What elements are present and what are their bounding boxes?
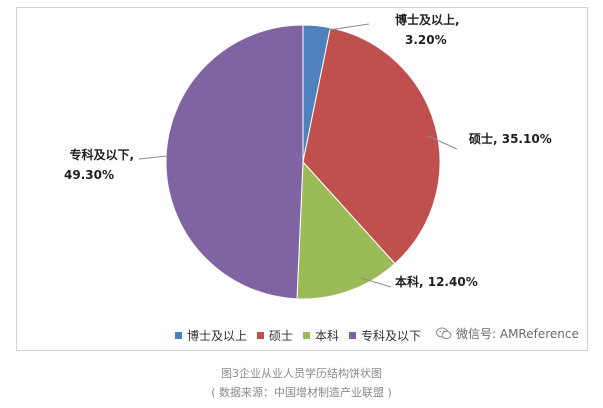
watermark-text: 微信号: AMReference — [456, 327, 579, 341]
legend: 博士及以上 硕士 本科 专科及以下 — [175, 326, 431, 344]
legend-swatch-2 — [257, 331, 265, 339]
pie-slice-4 — [165, 24, 304, 300]
watermark: 微信号: AMReference — [436, 325, 579, 342]
leader-line-1 — [328, 23, 370, 31]
legend-item-4: 专科及以下 — [349, 327, 421, 344]
pie-slice-2 — [302, 27, 441, 265]
legend-swatch-1 — [175, 331, 182, 339]
leader-line-4 — [138, 155, 168, 160]
legend-label-1: 博士及以上 — [187, 328, 248, 343]
legend-label-3: 本科 — [315, 328, 340, 343]
caption-line-1: 图3企业从业人员学历结构饼状图 — [221, 367, 382, 380]
legend-item-1: 博士及以上 — [175, 327, 247, 344]
slice-label-4-value: 49.30% — [64, 168, 114, 182]
slice-label-2: 硕士, 35.10% — [469, 131, 552, 146]
leader-line-2 — [427, 135, 458, 150]
pie-chart: 博士及以上, 3.20% 硕士, 35.10% 本科, 12.40% 专科及以下, 49.… — [64, 12, 552, 300]
leader-line-3 — [360, 277, 392, 288]
slice-label-4-name: 专科及以下, — [69, 147, 134, 162]
legend-item-2: 硕士 — [257, 327, 293, 344]
legend-swatch-4 — [349, 331, 357, 339]
slice-label-1-value: 3.20% — [405, 33, 447, 47]
legend-swatch-3 — [303, 331, 311, 339]
legend-item-3: 本科 — [303, 327, 339, 344]
figure-caption: 图3企业从业人员学历结构饼状图 ( 数据来源：中国增材制造产业联盟 ) — [0, 364, 603, 402]
slice-label-1-name: 博士及以上, — [395, 12, 460, 27]
wechat-icon — [436, 327, 452, 340]
pie-slice-3 — [296, 160, 396, 300]
caption-line-2: ( 数据来源：中国增材制造产业联盟 ) — [211, 386, 392, 399]
legend-label-2: 硕士 — [269, 328, 294, 343]
legend-label-4: 专科及以下 — [361, 328, 422, 343]
chart-frame: 博士及以上, 3.20% 硕士, 35.10% 本科, 12.40% 专科及以下, 49.… — [16, 7, 588, 351]
slice-label-3: 本科, 12.40% — [395, 274, 478, 289]
